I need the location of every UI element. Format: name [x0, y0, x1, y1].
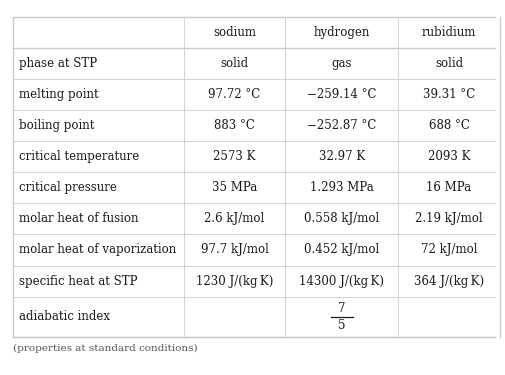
- Text: 32.97 K: 32.97 K: [318, 150, 364, 163]
- Text: rubidium: rubidium: [421, 26, 475, 39]
- Text: critical pressure: critical pressure: [19, 181, 116, 194]
- Text: boiling point: boiling point: [19, 119, 94, 132]
- Text: phase at STP: phase at STP: [19, 57, 96, 70]
- Text: 688 °C: 688 °C: [428, 119, 469, 132]
- Text: hydrogen: hydrogen: [313, 26, 369, 39]
- Text: specific heat at STP: specific heat at STP: [19, 274, 137, 288]
- Text: (properties at standard conditions): (properties at standard conditions): [13, 344, 197, 353]
- Text: 7: 7: [337, 302, 345, 315]
- Text: gas: gas: [331, 57, 351, 70]
- Text: −252.87 °C: −252.87 °C: [307, 119, 376, 132]
- Text: −259.14 °C: −259.14 °C: [307, 88, 376, 101]
- Text: 2093 K: 2093 K: [427, 150, 469, 163]
- Text: 1230 J/(kg K): 1230 J/(kg K): [195, 274, 273, 288]
- Text: 364 J/(kg K): 364 J/(kg K): [413, 274, 483, 288]
- Text: 1.293 MPa: 1.293 MPa: [309, 181, 373, 194]
- Text: adiabatic index: adiabatic index: [19, 310, 110, 323]
- Text: 72 kJ/mol: 72 kJ/mol: [420, 243, 476, 256]
- Text: solid: solid: [434, 57, 462, 70]
- Text: critical temperature: critical temperature: [19, 150, 139, 163]
- Text: solid: solid: [220, 57, 248, 70]
- Text: 35 MPa: 35 MPa: [212, 181, 257, 194]
- Text: sodium: sodium: [213, 26, 256, 39]
- Text: 14300 J/(kg K): 14300 J/(kg K): [298, 274, 383, 288]
- Text: 97.7 kJ/mol: 97.7 kJ/mol: [200, 243, 268, 256]
- Text: 2.6 kJ/mol: 2.6 kJ/mol: [204, 212, 264, 225]
- Text: 0.452 kJ/mol: 0.452 kJ/mol: [304, 243, 379, 256]
- Text: 2.19 kJ/mol: 2.19 kJ/mol: [415, 212, 482, 225]
- Text: 5: 5: [337, 319, 345, 332]
- Text: molar heat of fusion: molar heat of fusion: [19, 212, 138, 225]
- Text: 16 MPa: 16 MPa: [426, 181, 471, 194]
- Text: 97.72 °C: 97.72 °C: [208, 88, 260, 101]
- Text: 0.558 kJ/mol: 0.558 kJ/mol: [304, 212, 379, 225]
- Text: melting point: melting point: [19, 88, 98, 101]
- Text: 2573 K: 2573 K: [213, 150, 255, 163]
- Text: 883 °C: 883 °C: [214, 119, 255, 132]
- Text: 39.31 °C: 39.31 °C: [422, 88, 474, 101]
- Text: molar heat of vaporization: molar heat of vaporization: [19, 243, 176, 256]
